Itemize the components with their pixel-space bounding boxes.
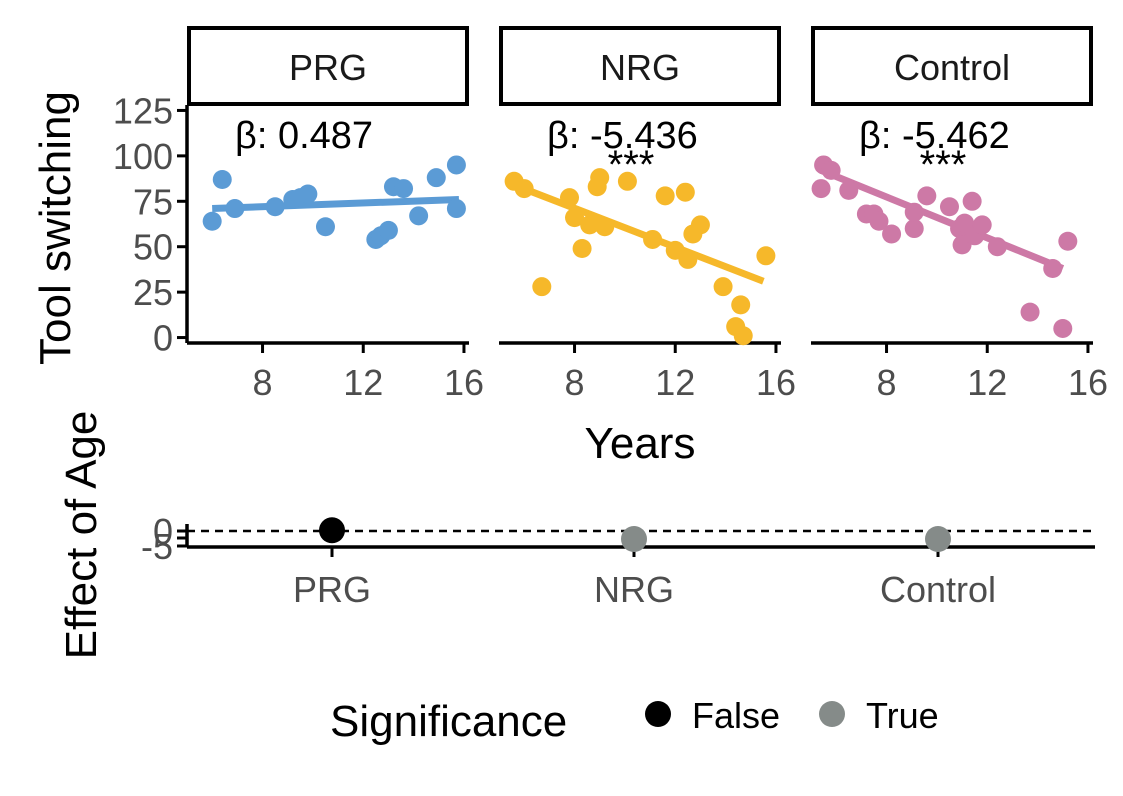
x-tick-label: 16	[1068, 362, 1108, 403]
data-point	[731, 295, 751, 315]
y-tick-label: 50	[133, 227, 173, 268]
x-tick-label: 8	[253, 362, 273, 403]
facet-strip	[811, 26, 1093, 106]
data-point	[821, 160, 841, 180]
x-tick-label: 12	[655, 362, 695, 403]
data-point	[939, 197, 959, 217]
data-point	[394, 179, 414, 199]
facet-panel-nrg: NRG 8 12 16 β: -5.436***	[499, 26, 796, 403]
data-point	[1043, 259, 1063, 279]
facet-strip-label: PRG	[289, 47, 367, 88]
data-point	[643, 229, 663, 249]
data-point	[590, 168, 610, 188]
data-point	[869, 211, 889, 231]
data-point	[572, 239, 592, 259]
y-axis-title: Effect of Age	[57, 411, 106, 660]
data-point	[202, 211, 222, 231]
data-point	[378, 220, 398, 240]
data-point	[678, 249, 698, 269]
significance-stars: ***	[920, 143, 967, 187]
data-point	[617, 171, 637, 191]
effect-point	[621, 526, 647, 552]
regression-line	[212, 195, 460, 213]
data-point	[987, 237, 1007, 257]
data-point	[713, 277, 733, 297]
x-tick-label: PRG	[293, 569, 371, 610]
y-tick-label: -5	[141, 526, 173, 567]
x-tick-label: 16	[444, 362, 484, 403]
x-tick-label: 12	[343, 362, 383, 403]
data-point	[595, 217, 615, 237]
data-point	[756, 246, 776, 266]
data-point	[882, 224, 902, 244]
facet-panel-control: Control 8 12 16 β: -5.462***	[811, 26, 1108, 403]
effect-point	[319, 517, 345, 544]
data-point	[675, 182, 695, 202]
beta-label: β: 0.487	[235, 115, 373, 157]
x-tick-label: Control	[880, 569, 996, 610]
beta-label: β: -5.436	[547, 115, 698, 157]
significance-stars: ***	[608, 143, 655, 187]
data-point	[733, 326, 753, 346]
y-tick-label: 0	[153, 511, 173, 552]
effect-of-age-plot: 0-5 PRG NRG Control Effect of Age	[57, 411, 1095, 660]
data-point	[962, 191, 982, 211]
data-point	[1020, 302, 1040, 322]
legend-title: Significance	[330, 697, 567, 746]
data-point	[409, 206, 429, 226]
y-tick-label: 0	[153, 318, 173, 359]
legend-key-false	[645, 701, 671, 727]
data-point	[904, 219, 924, 239]
y-tick-label: 25	[133, 272, 173, 313]
data-point	[446, 155, 466, 175]
data-point	[560, 188, 579, 208]
data-point	[225, 199, 245, 219]
data-point	[839, 180, 859, 200]
data-point	[811, 179, 831, 199]
data-point	[565, 208, 585, 228]
x-tick-label: 12	[967, 362, 1007, 403]
x-tick-label: NRG	[594, 569, 674, 610]
x-axis-title: Years	[585, 419, 696, 468]
data-point	[955, 213, 975, 233]
data-point	[580, 215, 600, 235]
effect-point	[925, 526, 951, 552]
facet-strip-label: Control	[894, 47, 1010, 88]
data-point	[315, 217, 335, 237]
y-tick-label: 125	[113, 90, 173, 131]
regression-line	[512, 181, 765, 285]
data-point	[265, 197, 285, 217]
data-point	[690, 215, 710, 235]
y-axis-title: Tool switching	[31, 91, 80, 365]
significance-legend: Significance False True	[330, 695, 939, 746]
data-point	[1058, 231, 1078, 251]
data-point	[446, 199, 466, 219]
x-tick-label: 16	[756, 362, 796, 403]
legend-label-true: True	[866, 695, 939, 736]
data-point	[212, 169, 232, 189]
facet-strip	[499, 26, 781, 106]
facet-panel-prg: PRG 8 12 16 β: 0.487	[187, 26, 484, 403]
data-point	[972, 215, 992, 235]
x-tick-label: 8	[877, 362, 897, 403]
beta-label: β: -5.462	[859, 115, 1010, 157]
legend-label-false: False	[692, 695, 780, 736]
facet-strip	[187, 26, 469, 106]
data-point	[426, 168, 446, 188]
regression-line	[819, 167, 1065, 272]
y-tick-label: 75	[133, 181, 173, 222]
data-point	[298, 184, 318, 204]
data-point	[1053, 318, 1073, 338]
data-point	[514, 179, 534, 199]
data-point	[532, 277, 552, 297]
data-point	[655, 186, 675, 206]
data-point	[904, 202, 924, 222]
x-tick-label: 8	[565, 362, 585, 403]
legend-key-true	[819, 701, 845, 727]
data-point	[917, 186, 937, 206]
y-tick-label: 100	[113, 136, 173, 177]
facet-strip-label: NRG	[600, 47, 680, 88]
